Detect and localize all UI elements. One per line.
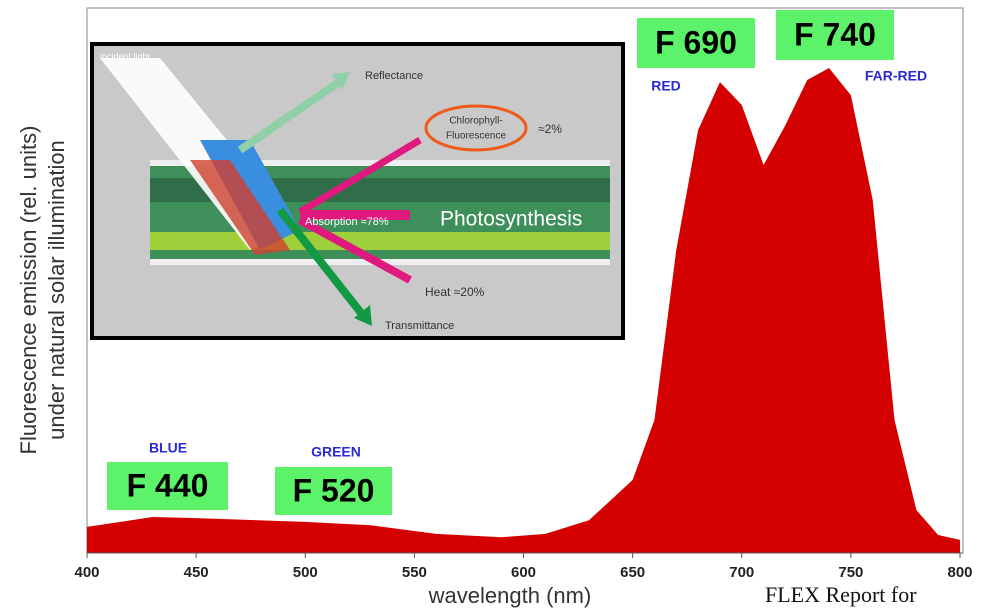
leaf-cells bbox=[150, 232, 610, 250]
band-label: BLUE bbox=[149, 440, 187, 456]
inset-label: Transmittance bbox=[385, 320, 454, 332]
arrow-reflectance bbox=[237, 74, 348, 154]
x-axis-label: wavelength (nm) bbox=[428, 583, 592, 608]
footer: FLEX Report for bbox=[765, 582, 917, 607]
inset-label: Photosynthesis bbox=[440, 208, 582, 231]
inset-label: Heat ≈20% bbox=[425, 285, 485, 299]
peak-label-box bbox=[776, 10, 894, 60]
x-tick-label: 800 bbox=[947, 564, 972, 581]
inset-label: Chlorophyll- bbox=[449, 116, 502, 127]
peak-label: F 740 bbox=[794, 16, 876, 52]
y-axis-label: Fluorescence emission (rel. units) bbox=[16, 126, 41, 455]
x-tick-label: 600 bbox=[511, 564, 536, 581]
band-label: GREEN bbox=[311, 444, 361, 460]
area bbox=[87, 67, 960, 553]
arrow-fluorescence bbox=[298, 136, 422, 216]
inset-label: ≈2% bbox=[538, 122, 562, 136]
x-tick-label: 450 bbox=[184, 564, 209, 581]
inset-diagram: incident light Reflectance Chlorophyll- … bbox=[90, 42, 625, 340]
peak-label-box bbox=[275, 467, 392, 515]
band-label: FAR-RED bbox=[865, 68, 927, 84]
peak-label-box bbox=[107, 462, 228, 510]
x-tick-label: 550 bbox=[402, 564, 427, 581]
fluorescence-circle bbox=[424, 104, 528, 152]
x-tick-label: 400 bbox=[74, 564, 99, 581]
arrowhead bbox=[332, 72, 350, 90]
peak-label: F 520 bbox=[293, 472, 375, 508]
beam-red bbox=[190, 160, 290, 255]
x-tick-label: 500 bbox=[293, 564, 318, 581]
peak-label: F 690 bbox=[655, 24, 737, 60]
inset-label: Fluorescence bbox=[446, 131, 506, 142]
x-tick-label: 650 bbox=[620, 564, 645, 581]
x-tick-label: 750 bbox=[838, 564, 863, 581]
x-tick-label: 700 bbox=[729, 564, 754, 581]
inset-label: Absorption ≈78% bbox=[305, 216, 389, 228]
arrowhead bbox=[354, 305, 372, 326]
peak-label: F 440 bbox=[127, 467, 209, 503]
peak-label-box bbox=[637, 18, 755, 68]
arrow-transmittance bbox=[276, 207, 369, 321]
band-label: RED bbox=[651, 78, 681, 94]
y-axis-label: under natural solar illumination bbox=[44, 140, 69, 440]
inset-label: Reflectance bbox=[365, 70, 423, 82]
arrow-heat bbox=[298, 216, 412, 284]
inset-label: incident light bbox=[100, 51, 151, 61]
